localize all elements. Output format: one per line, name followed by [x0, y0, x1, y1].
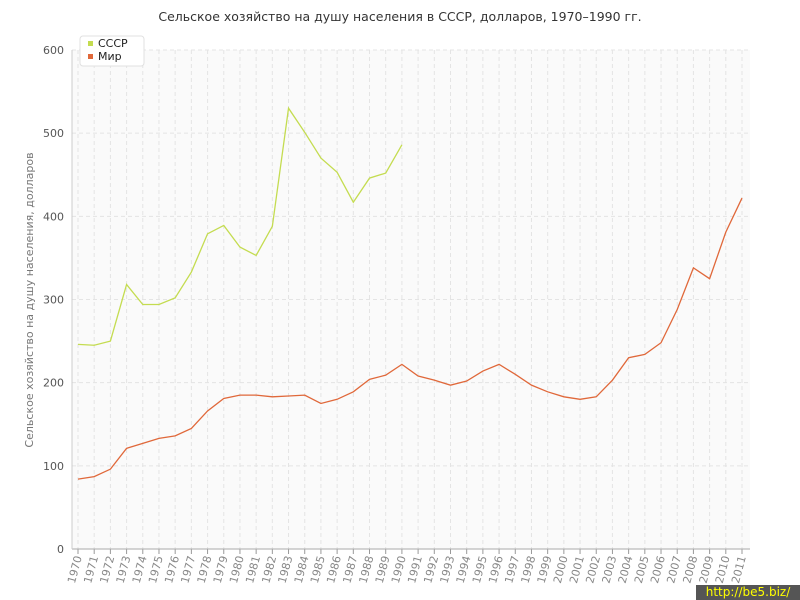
legend-swatch — [88, 41, 93, 46]
y-tick-label: 300 — [43, 294, 64, 307]
legend-swatch — [88, 54, 93, 59]
legend-label: СССР — [98, 37, 128, 50]
y-axis-label: Сельское хозяйство на душу населения, до… — [23, 152, 36, 447]
legend-label: Мир — [98, 50, 122, 63]
y-tick-label: 600 — [43, 44, 64, 57]
y-tick-label: 100 — [43, 460, 64, 473]
legend-box — [79, 35, 145, 67]
chart-title: Сельское хозяйство на душу населения в С… — [158, 9, 641, 24]
y-tick-label: 0 — [57, 543, 64, 556]
watermark-bg — [696, 585, 800, 600]
y-tick-label: 200 — [43, 377, 64, 390]
series-line — [77, 106, 403, 346]
y-tick-label: 400 — [43, 210, 64, 223]
y-tick-label: 500 — [43, 127, 64, 140]
watermark: http://be5.biz/ — [706, 585, 791, 599]
series-line — [77, 197, 743, 480]
